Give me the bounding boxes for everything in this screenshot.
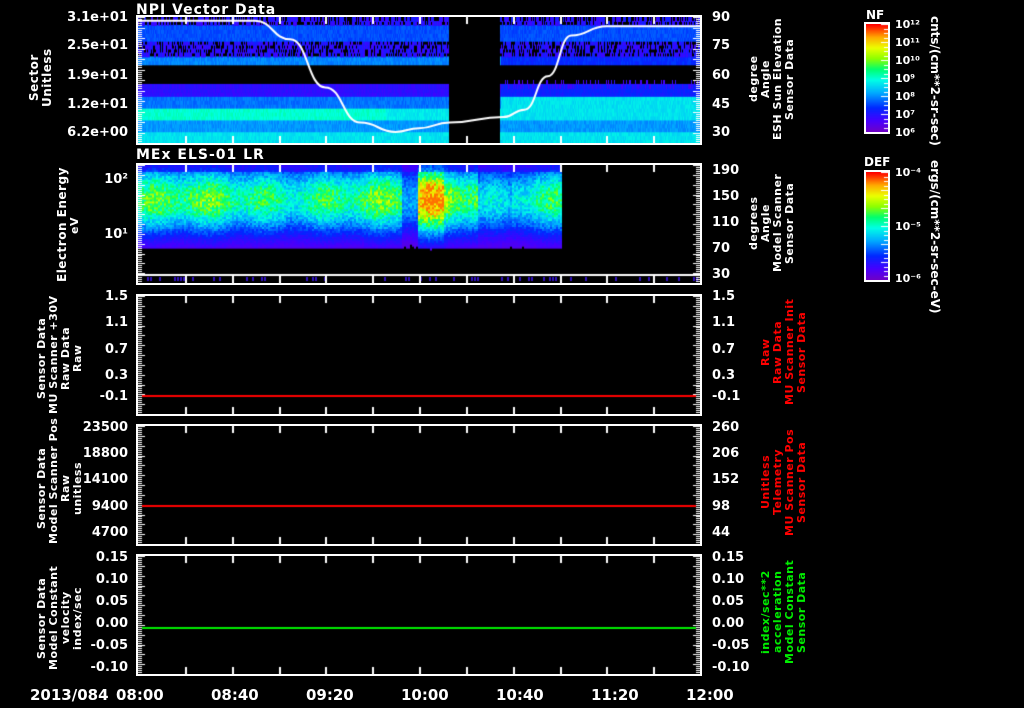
panel-1-plot-area[interactable] <box>136 15 702 145</box>
panel-5-ytick-1: -0.10 <box>90 660 128 675</box>
panel-1-right-tick-1: 30 <box>712 125 731 140</box>
time-tick-2: 09:20 <box>306 686 354 704</box>
panel-5-right-label: index/sec**2 acceleration Model Constant… <box>759 559 808 665</box>
panel-4-ytick-3: 14100 <box>82 472 128 487</box>
panel-3-ytick-2: 0.3 <box>104 368 128 383</box>
nf-exp-3: 10⁸ <box>895 90 916 103</box>
panel-2-right-tick-5: 190 <box>712 163 740 178</box>
panel-4-right-tick-5: 260 <box>712 420 740 435</box>
panel-1-ytick-2: 1.2e+01 <box>67 97 128 112</box>
panel-1-right-tick-2: 45 <box>712 97 731 112</box>
panel-1-title: NPI Vector Data <box>136 2 277 18</box>
nf-colorbar-label: NF <box>866 8 885 22</box>
panel-1-right-label: degree Angle ESH Sun Elevation Sensor Da… <box>747 17 796 141</box>
panel-3-ytick-4: 1.1 <box>104 315 128 330</box>
nf-exp-1: 10⁶ <box>895 126 916 139</box>
panel-2-right-label: degrees Angle Model Scanner Sensor Data <box>747 173 796 273</box>
panel-4-plot-area[interactable] <box>136 424 702 546</box>
time-tick-6: 12:00 <box>686 686 734 704</box>
nf-colorbar[interactable] <box>864 22 890 134</box>
panel-5-right-tick-2: -0.05 <box>712 638 750 653</box>
time-tick-5: 11:20 <box>591 686 639 704</box>
els-spectrogram-canvas <box>138 165 700 283</box>
panel-5-plot-area[interactable] <box>136 554 702 676</box>
panel-5-right-tick-1: -0.10 <box>712 660 750 675</box>
panel-3-ytick-5: 1.5 <box>104 289 128 304</box>
panel-3-right-label: Raw Raw Data MU Scanner Init Sensor Data <box>759 298 808 406</box>
nf-exp-4: 10⁹ <box>895 72 916 85</box>
panel-4-right-tick-3: 152 <box>712 472 740 487</box>
time-tick-1: 08:40 <box>211 686 259 704</box>
time-tick-3: 10:00 <box>401 686 449 704</box>
model-constant-velocity-canvas <box>138 556 700 674</box>
panel-3-right-tick-1: -0.1 <box>712 389 741 404</box>
panel-2-left-label: Electron Energy eV <box>55 167 81 282</box>
def-exp-2: 10⁻⁵ <box>895 220 921 233</box>
panel-2-right-tick-2: 70 <box>712 241 731 256</box>
panel-4-ytick-4: 18800 <box>82 446 128 461</box>
panel-4-ytick-1: 4700 <box>91 525 128 540</box>
panel-5-right-tick-6: 0.15 <box>712 550 745 565</box>
panel-5-ytick-3: 0.00 <box>95 616 128 631</box>
panel-5-ytick-6: 0.15 <box>95 550 128 565</box>
def-colorbar-label: DEF <box>864 155 891 169</box>
panel-5-ytick-5: 0.10 <box>95 572 128 587</box>
def-colorbar[interactable] <box>864 170 890 282</box>
panel-2-right-tick-1: 30 <box>712 267 731 282</box>
panel-4-right-label: Unitless Telemetry MU Scanner Pos Sensor… <box>759 428 808 536</box>
nf-colorbar-gradient <box>866 24 888 132</box>
panel-3-plot-area[interactable] <box>136 294 702 416</box>
nf-exp-7: 10¹² <box>895 18 920 31</box>
panel-3-right-tick-2: 0.3 <box>712 368 736 383</box>
panel-3-right-tick-4: 1.1 <box>712 315 736 330</box>
nf-colorbar-units: cnts/(cm**2-sr-sec) <box>928 16 942 146</box>
npi-spectrogram-canvas <box>138 17 700 143</box>
panel-1-right-tick-5: 90 <box>712 10 731 25</box>
def-exp-1: 10⁻⁶ <box>895 272 921 285</box>
panel-3-ytick-3: 0.7 <box>104 342 128 357</box>
nf-exp-5: 10¹⁰ <box>895 54 920 67</box>
panel-3-ytick-1: -0.1 <box>99 389 128 404</box>
panel-5-right-tick-4: 0.05 <box>712 594 745 609</box>
panel-1-right-tick-4: 75 <box>712 38 731 53</box>
time-tick-4: 10:40 <box>496 686 544 704</box>
panel-1-ytick-4: 2.5e+01 <box>67 38 128 53</box>
nf-exp-2: 10⁷ <box>895 108 916 121</box>
panel-2-plot-area[interactable] <box>136 163 702 285</box>
mu-scanner-30v-canvas <box>138 296 700 414</box>
panel-1-ytick-5: 3.1e+01 <box>67 10 128 25</box>
panel-4-right-tick-2: 98 <box>712 499 731 514</box>
panel-5-ytick-4: 0.05 <box>95 594 128 609</box>
panel-4-ytick-5: 23500 <box>82 420 128 435</box>
panel-5-ytick-2: -0.05 <box>90 638 128 653</box>
def-colorbar-gradient <box>866 172 888 280</box>
panel-5-right-tick-3: 0.00 <box>712 616 745 631</box>
time-tick-0: 08:00 <box>116 686 164 704</box>
panel-2-title: MEx ELS-01 LR <box>136 147 265 163</box>
panel-4-right-tick-1: 44 <box>712 525 731 540</box>
panel-2-ytick-2: 10² <box>104 172 128 187</box>
panel-3-right-tick-5: 1.5 <box>712 289 736 304</box>
panel-2-right-tick-4: 150 <box>712 189 740 204</box>
model-scanner-pos-canvas <box>138 426 700 544</box>
panel-3-right-tick-3: 0.7 <box>712 342 736 357</box>
panel-1-ytick-3: 1.9e+01 <box>67 68 128 83</box>
def-colorbar-units: ergs/(cm**2-sr-sec-eV) <box>928 160 942 314</box>
panel-4-right-tick-4: 206 <box>712 446 740 461</box>
panel-5-right-tick-5: 0.10 <box>712 572 745 587</box>
panel-1-ytick-1: 6.2e+00 <box>67 125 128 140</box>
panel-1-right-tick-3: 60 <box>712 68 731 83</box>
panel-2-ytick-1: 10¹ <box>104 227 128 242</box>
panel-2-right-tick-3: 110 <box>712 215 740 230</box>
nf-exp-6: 10¹¹ <box>895 36 920 49</box>
date-label: 2013/084 <box>30 686 109 704</box>
def-exp-3: 10⁻⁴ <box>895 166 921 179</box>
panel-4-ytick-2: 9400 <box>91 499 128 514</box>
